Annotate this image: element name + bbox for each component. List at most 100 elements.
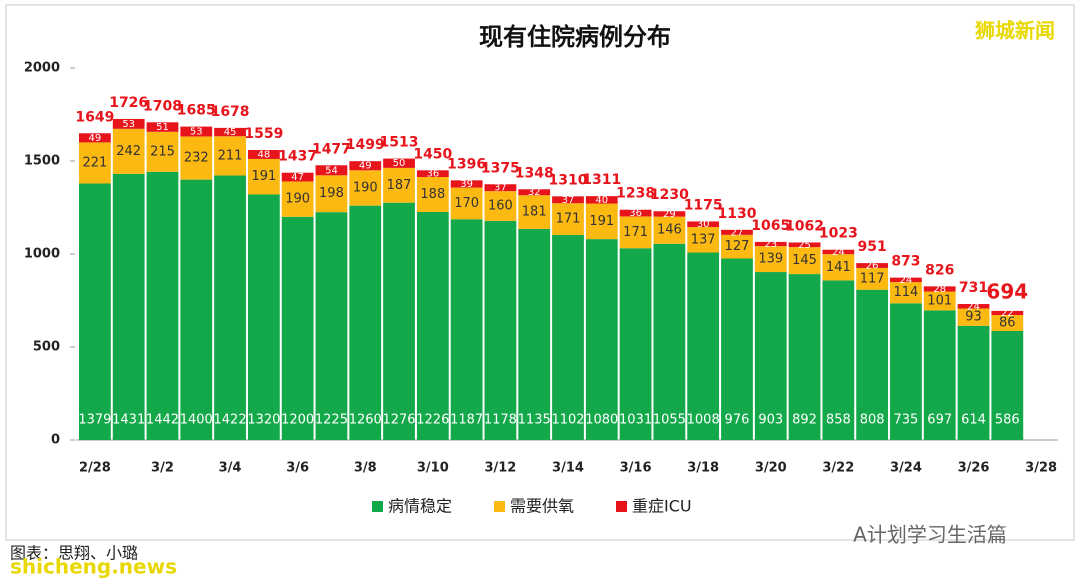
data-label: 37 (562, 195, 575, 206)
y-tick-label: 0 (51, 433, 60, 448)
data-label: 586 (995, 413, 1020, 428)
bar-segment (923, 310, 956, 440)
total-label: 1065 (751, 218, 790, 234)
data-label: 1055 (653, 413, 686, 428)
total-label: 1310 (549, 172, 588, 188)
data-label: 191 (589, 214, 614, 229)
total-label: 873 (891, 254, 920, 270)
bar-segment (146, 131, 179, 172)
bar-segment (754, 272, 787, 440)
data-label: 1080 (585, 413, 618, 428)
data-label: 735 (894, 413, 919, 428)
bar-segment (315, 165, 348, 176)
data-label: 39 (460, 179, 473, 190)
data-label: 903 (758, 413, 783, 428)
data-label: 1320 (247, 413, 280, 428)
legend-label: 需要供氧 (510, 497, 574, 516)
bar-segment (214, 127, 246, 137)
bar-segment (79, 142, 111, 184)
bar-segment (349, 170, 382, 206)
bar-segment (315, 175, 348, 213)
bar-segment (349, 205, 382, 440)
total-label: 694 (986, 279, 1028, 303)
bar-segment (383, 202, 415, 440)
data-label: 36 (629, 208, 642, 219)
x-tick-label: 3/6 (286, 461, 309, 476)
data-label: 1135 (518, 413, 551, 428)
data-label: 1008 (687, 413, 720, 428)
bar-segment (923, 291, 956, 311)
bar-segment (484, 184, 517, 192)
data-label: 1431 (112, 413, 145, 428)
data-label: 1178 (484, 413, 517, 428)
bar-segment (585, 196, 618, 204)
bar-segment (416, 176, 449, 212)
data-label: 198 (319, 186, 344, 201)
total-label: 1708 (143, 98, 182, 114)
data-label: 22 (1001, 308, 1014, 319)
data-label: 36 (426, 169, 439, 180)
data-label: 127 (725, 239, 750, 254)
total-label: 826 (925, 262, 954, 278)
data-label: 54 (325, 165, 338, 176)
legend-label: 重症ICU (632, 497, 692, 516)
bar-segment (214, 136, 246, 176)
x-tick-label: 3/2 (151, 461, 174, 476)
data-label: 1276 (382, 413, 415, 428)
bar-segment (450, 180, 483, 188)
data-label: 49 (359, 161, 372, 172)
bar-segment (450, 187, 483, 220)
data-label: 211 (218, 148, 243, 163)
data-label: 145 (792, 253, 817, 268)
legend-swatch (616, 501, 627, 512)
bar-segment (518, 228, 551, 440)
data-label: 24 (832, 247, 845, 258)
bar-segment (687, 221, 720, 228)
data-label: 170 (454, 196, 479, 211)
data-label: 1200 (281, 413, 314, 428)
bar-segment (788, 247, 821, 275)
data-label: 24 (900, 275, 913, 286)
bar-segment (585, 203, 618, 240)
data-label: 190 (285, 192, 310, 207)
x-tick-label: 3/22 (822, 461, 854, 476)
bar-segment (653, 211, 686, 217)
bar-segment (585, 239, 618, 440)
data-label: 1031 (619, 413, 652, 428)
total-label: 951 (858, 239, 887, 255)
bar-segment (788, 274, 821, 440)
bar-segment (484, 191, 517, 221)
x-tick-label: 3/18 (687, 461, 719, 476)
total-label: 1175 (684, 197, 723, 213)
data-label: 27 (731, 227, 744, 238)
bar-segment (180, 126, 213, 137)
bar-segment (146, 122, 179, 132)
y-tick-label: 500 (33, 340, 60, 355)
data-label: 24 (967, 301, 980, 312)
legend-swatch (494, 501, 505, 512)
bar-segment (383, 167, 415, 203)
data-label: 30 (697, 219, 710, 230)
data-label: 117 (860, 271, 885, 286)
total-label: 1130 (717, 206, 756, 222)
bar-segment (112, 128, 145, 174)
x-tick-label: 3/12 (484, 461, 516, 476)
data-label: 1226 (416, 413, 449, 428)
total-label: 1062 (785, 218, 824, 234)
data-label: 26 (866, 261, 879, 272)
data-label: 976 (725, 413, 750, 428)
total-label: 1396 (447, 156, 486, 172)
data-label: 858 (826, 413, 851, 428)
data-label: 1102 (551, 413, 584, 428)
bar-segment (112, 118, 145, 129)
total-label: 1678 (211, 104, 250, 120)
bar-segment (957, 325, 990, 440)
data-label: 53 (122, 119, 135, 130)
data-label: 93 (965, 310, 982, 325)
total-label: 1375 (481, 160, 520, 176)
y-tick-label: 2000 (24, 61, 60, 76)
data-label: 188 (420, 187, 445, 202)
bar-segment (315, 212, 348, 440)
bar-segment (518, 189, 551, 196)
bar-segment (619, 216, 652, 249)
